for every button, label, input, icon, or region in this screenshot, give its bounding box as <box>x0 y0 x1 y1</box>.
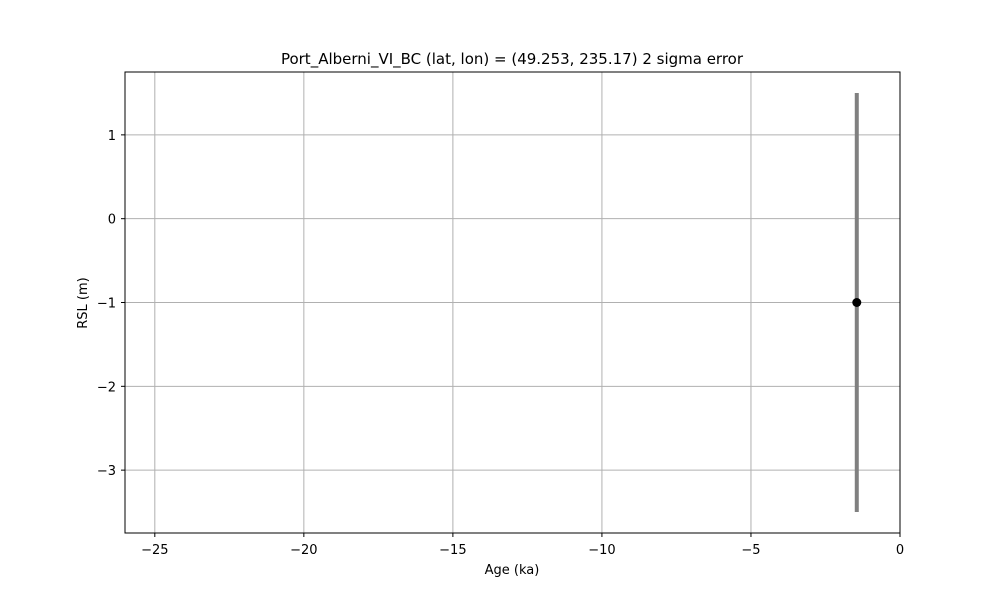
x-tick-label: −15 <box>439 543 466 558</box>
y-tick-label: −1 <box>97 297 116 312</box>
y-axis-label: RSL (m) <box>76 277 91 328</box>
chart-title: Port_Alberni_VI_BC (lat, lon) = (49.253,… <box>281 50 744 69</box>
grid <box>125 72 901 533</box>
x-axis: −25 −20 −15 −10 −5 0 <box>141 533 904 558</box>
x-axis-label: Age (ka) <box>485 563 540 578</box>
y-tick-label: 0 <box>108 213 116 228</box>
y-axis: −3 −2 −1 0 1 <box>97 129 125 479</box>
x-tick-label: −20 <box>290 543 317 558</box>
data-points <box>852 298 862 307</box>
x-tick-label: 0 <box>896 543 904 558</box>
y-tick-label: −2 <box>97 380 116 395</box>
x-tick-label: −5 <box>741 543 760 558</box>
data-point <box>852 298 862 307</box>
y-tick-label: 1 <box>108 129 116 144</box>
x-tick-label: −10 <box>588 543 615 558</box>
y-tick-label: −3 <box>97 464 116 479</box>
x-tick-label: −25 <box>141 543 168 558</box>
